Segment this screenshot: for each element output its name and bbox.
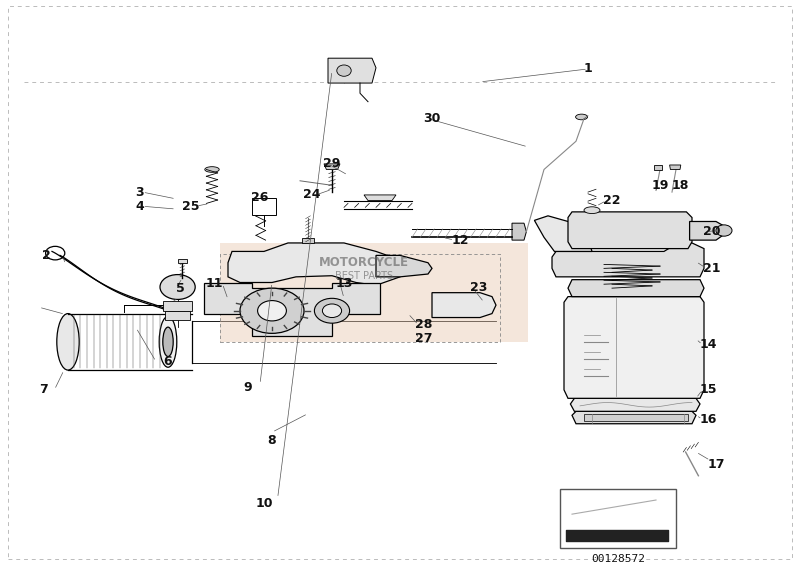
Polygon shape (328, 58, 376, 83)
Polygon shape (324, 164, 340, 170)
Text: 26: 26 (251, 191, 269, 205)
Circle shape (716, 225, 732, 236)
Text: 16: 16 (699, 412, 717, 426)
Text: 18: 18 (671, 179, 689, 192)
Text: 9: 9 (244, 380, 252, 394)
Text: 3: 3 (136, 185, 144, 199)
Polygon shape (165, 311, 190, 320)
Text: 10: 10 (255, 497, 273, 511)
Text: 27: 27 (415, 332, 433, 346)
Text: 6: 6 (164, 355, 172, 368)
Text: 12: 12 (451, 233, 469, 247)
Polygon shape (552, 243, 704, 277)
Polygon shape (376, 255, 432, 277)
Ellipse shape (57, 314, 79, 370)
Polygon shape (568, 212, 692, 249)
Bar (560, 489, 676, 548)
Polygon shape (512, 223, 526, 240)
Polygon shape (228, 243, 400, 285)
Circle shape (46, 246, 65, 260)
Text: MOTORCYCLE: MOTORCYCLE (319, 256, 409, 270)
Text: 13: 13 (335, 277, 353, 290)
Text: 24: 24 (303, 188, 321, 202)
Ellipse shape (337, 65, 351, 76)
Text: 22: 22 (603, 194, 621, 207)
Text: 30: 30 (423, 112, 441, 125)
Text: 17: 17 (707, 458, 725, 471)
Text: 8: 8 (268, 434, 276, 447)
Text: 7: 7 (40, 383, 48, 397)
Circle shape (258, 301, 286, 321)
Text: 21: 21 (703, 262, 721, 275)
Text: 00128572: 00128572 (591, 554, 645, 564)
Ellipse shape (163, 327, 173, 357)
Polygon shape (690, 221, 724, 240)
Polygon shape (564, 297, 704, 398)
Text: 20: 20 (703, 225, 721, 238)
Text: 19: 19 (651, 179, 669, 192)
Polygon shape (654, 165, 662, 170)
Text: 1: 1 (584, 62, 592, 76)
Polygon shape (364, 195, 396, 201)
Text: BEST PARTS: BEST PARTS (335, 271, 393, 281)
Text: 11: 11 (206, 277, 223, 290)
Polygon shape (572, 411, 696, 424)
Text: 15: 15 (699, 383, 717, 397)
Text: 25: 25 (182, 199, 199, 213)
Ellipse shape (205, 167, 219, 172)
Polygon shape (178, 259, 187, 263)
Polygon shape (584, 414, 688, 421)
Polygon shape (534, 216, 592, 251)
Circle shape (240, 288, 304, 333)
Polygon shape (570, 398, 700, 411)
FancyBboxPatch shape (220, 243, 528, 342)
Text: 2: 2 (42, 249, 50, 262)
Polygon shape (568, 280, 704, 297)
Ellipse shape (159, 316, 177, 367)
Circle shape (322, 304, 342, 318)
Text: 4: 4 (136, 199, 144, 213)
Text: 29: 29 (323, 157, 341, 171)
Circle shape (160, 275, 195, 299)
Ellipse shape (576, 114, 587, 120)
Text: 23: 23 (470, 280, 487, 294)
Polygon shape (163, 301, 192, 311)
Text: 5: 5 (176, 281, 184, 295)
Polygon shape (670, 165, 681, 170)
Polygon shape (252, 198, 276, 215)
Polygon shape (432, 293, 496, 318)
Circle shape (314, 298, 350, 323)
Ellipse shape (584, 207, 600, 214)
Polygon shape (204, 282, 380, 336)
Polygon shape (302, 238, 314, 243)
Text: 14: 14 (699, 338, 717, 351)
Text: 28: 28 (415, 318, 433, 332)
